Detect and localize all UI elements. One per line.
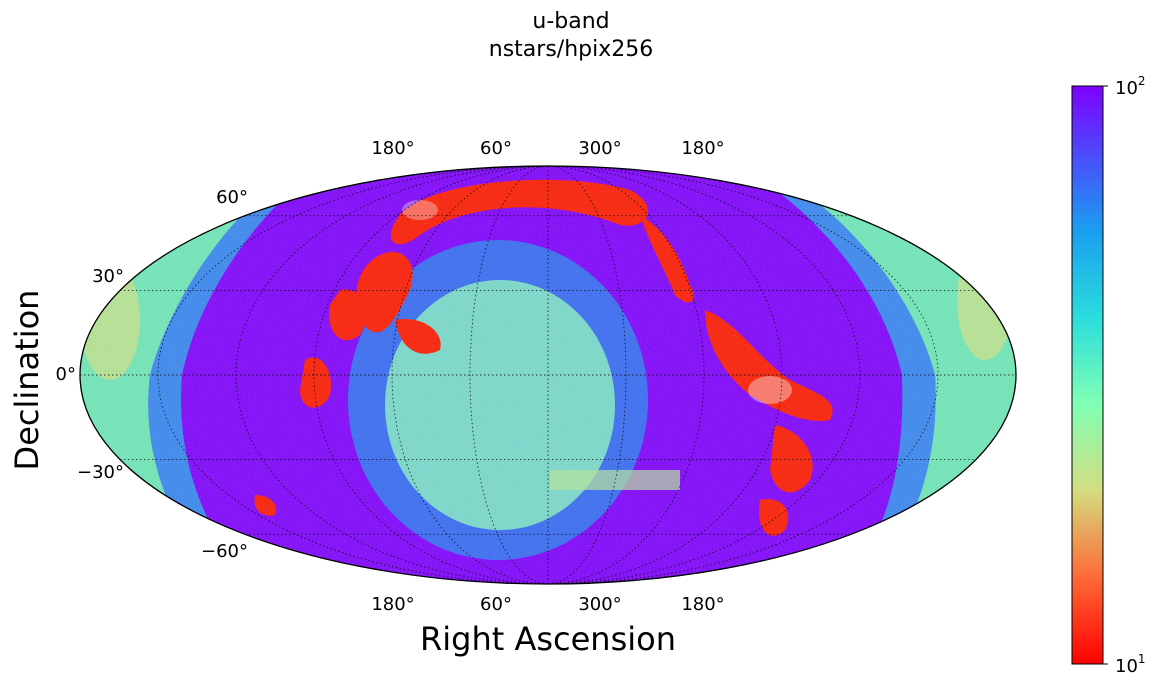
graticule (80, 166, 1016, 584)
colorbar-top-base: 10 (1115, 78, 1138, 99)
ra-tick-top: 180° (371, 138, 414, 159)
colorbar-bottom-base: 10 (1115, 656, 1138, 677)
meridian-line (547, 166, 627, 584)
ra-tick-bottom: 180° (371, 594, 414, 615)
dec-ticks: 60° 30° 0° −30° −60° (56, 187, 248, 562)
y-axis-label: Declination (8, 290, 46, 471)
colorbar-top-label: 102 (1115, 74, 1146, 99)
dec-tick-label: 30° (92, 266, 124, 287)
dec-tick-label: −60° (201, 541, 248, 562)
ra-ticks-bottom: 180° 60° 300° 180° (371, 594, 724, 615)
dec-tick-label: 0° (56, 364, 76, 385)
ra-ticks-top: 180° 60° 300° 180° (371, 138, 724, 159)
map-outline (79, 165, 1017, 585)
ra-tick-bottom: 60° (480, 594, 512, 615)
meridian-line (469, 166, 549, 584)
dec-tick-label: −30° (77, 462, 124, 483)
ra-tick-top: 60° (480, 138, 512, 159)
colorbar-gradient (1071, 85, 1104, 665)
dec-tick-label: 60° (216, 187, 248, 208)
colorbar-bottom-exp: 1 (1138, 652, 1146, 666)
ra-tick-top: 300° (578, 138, 621, 159)
ra-tick-top: 180° (681, 138, 724, 159)
chart-title-line1: u-band (532, 9, 609, 34)
colorbar: 102 101 (1071, 74, 1146, 677)
map-area (80, 166, 1016, 584)
ra-tick-bottom: 300° (578, 594, 621, 615)
meridian-line (547, 166, 939, 584)
colorbar-bottom-label: 101 (1115, 652, 1146, 677)
meridian-line (157, 166, 549, 584)
colorbar-top-exp: 2 (1138, 74, 1146, 88)
meridian-line (313, 166, 549, 584)
chart-title-line2: nstars/hpix256 (489, 37, 653, 62)
meridian-line (547, 166, 783, 584)
x-axis-label: Right Ascension (420, 620, 676, 658)
ra-tick-bottom: 180° (681, 594, 724, 615)
